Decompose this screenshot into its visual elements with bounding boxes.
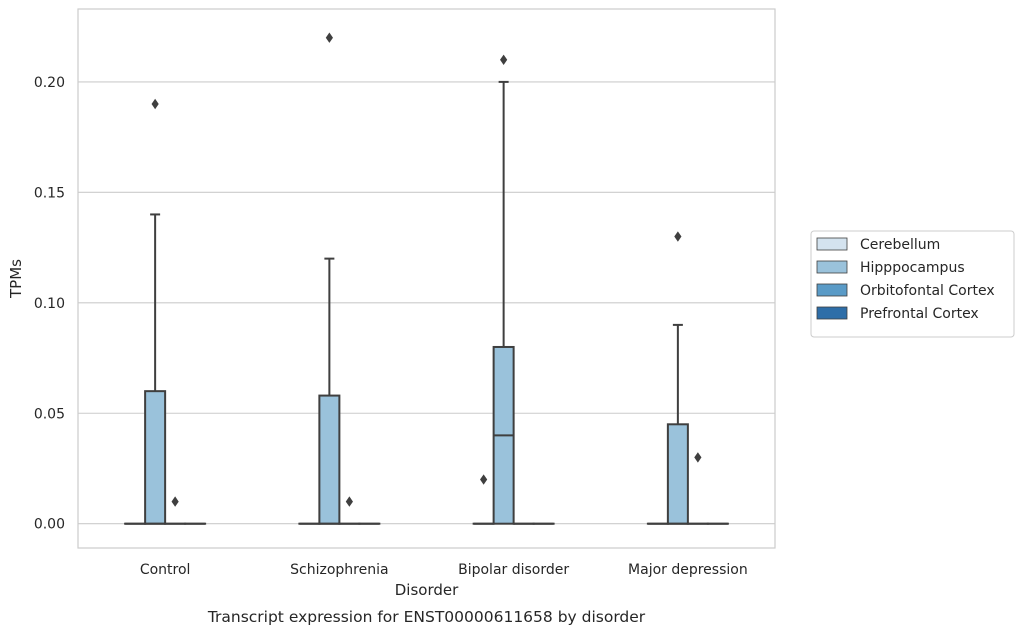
outlier-point (151, 98, 159, 110)
box (144, 390, 167, 525)
y-tick-label: 0.20 (34, 75, 65, 91)
legend-swatch (816, 283, 848, 297)
outlier-point (694, 452, 702, 463)
legend-swatch (816, 260, 848, 274)
outlier-point (345, 496, 353, 507)
box (666, 423, 689, 525)
y-tick-label: 0.15 (34, 185, 65, 201)
legend-swatch (816, 306, 848, 320)
y-tick-labels: 0.00 0.05 0.10 0.15 0.20 (34, 75, 65, 533)
outlier-point (171, 496, 179, 507)
x-tick-labels: Control Schizophrenia Bipolar disorder Majo… (140, 562, 748, 578)
legend-label: Hipppocampus (860, 260, 965, 276)
legend-label: Prefrontal Cortex (860, 306, 979, 322)
chart-caption: Transcript expression for ENST0000061165… (207, 608, 646, 626)
y-tick-label: 0.05 (34, 406, 65, 422)
legend-swatch (816, 237, 848, 251)
legend-label: Orbitofontal Cortex (860, 283, 995, 299)
legend-label: Cerebellum (860, 237, 940, 253)
outlier-point (325, 32, 333, 43)
plot-frame (77, 8, 776, 549)
outlier-point (500, 54, 508, 66)
box (318, 394, 341, 525)
x-tick-label: Control (140, 562, 191, 578)
x-tick-label: Schizophrenia (290, 562, 388, 578)
box-series (124, 32, 729, 525)
x-tick-label: Bipolar disorder (458, 562, 569, 578)
y-axis-label: TPMs (7, 259, 25, 299)
legend-frame (810, 230, 1015, 338)
y-tick-label: 0.00 (34, 517, 65, 533)
y-tick-label: 0.10 (34, 296, 65, 312)
outlier-point (674, 231, 682, 242)
x-tick-label: Major depression (628, 562, 748, 578)
legend: Cerebellum Hipppocampus Orbitofontal Corte… (810, 230, 1015, 338)
outlier-point (480, 474, 488, 485)
x-axis-label: Disorder (395, 581, 459, 599)
